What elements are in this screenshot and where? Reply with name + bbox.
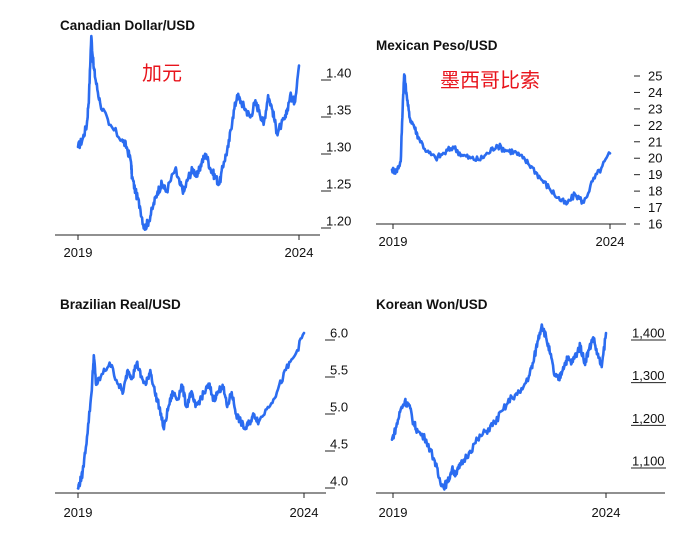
chart-annotation: 加元: [142, 61, 182, 85]
y-tick-label: 1.40: [326, 66, 351, 81]
series-line: [76, 34, 301, 231]
y-tick-label: 4.0: [330, 474, 348, 489]
chart-annotation: 墨西哥比索: [440, 68, 540, 92]
x-tick-label: 2019: [64, 505, 93, 520]
chart-title: Mexican Peso/USD: [376, 38, 498, 53]
y-tick-label: 1.30: [326, 140, 351, 155]
y-tick-label: 21: [648, 134, 662, 149]
y-tick-label: 22: [648, 118, 662, 133]
y-tick-label: 1,300: [632, 368, 665, 383]
chart-title: Korean Won/USD: [376, 297, 488, 312]
y-tick-label: 18: [648, 184, 662, 199]
y-tick-label: 23: [648, 101, 662, 116]
y-tick-label: 6.0: [330, 326, 348, 341]
chart-title: Brazilian Real/USD: [60, 297, 181, 312]
series-line: [390, 323, 608, 491]
chart-panel-1: Canadian Dollar/USD 加元 2019 2024 1.40 1.35 1.3…: [55, 18, 351, 260]
y-tick-label: 1,100: [632, 454, 665, 469]
y-tick-label: 1,200: [632, 411, 665, 426]
y-tick-label: 25: [648, 69, 662, 84]
y-tick-label: 17: [648, 200, 662, 215]
x-tick-label: 2019: [379, 505, 408, 520]
y-tick-label: 20: [648, 151, 662, 166]
y-tick-label: 5.0: [330, 400, 348, 415]
y-tick-label: 4.5: [330, 437, 348, 452]
y-tick-label: 16: [648, 217, 662, 232]
y-tick-label: 1.25: [326, 177, 351, 192]
x-tick-label: 2024: [592, 505, 621, 520]
y-tick-label: 24: [648, 85, 662, 100]
series-line: [390, 73, 612, 206]
series-line: [76, 331, 306, 490]
chart-panel-3: Brazilian Real/USD 2019 2024 6.0 5.5 5.0 4.5 4.…: [55, 297, 348, 520]
x-tick-label: 2019: [64, 245, 93, 260]
y-tick-label: 1,400: [632, 326, 665, 341]
x-tick-label: 2024: [285, 245, 314, 260]
x-tick-label: 2019: [379, 234, 408, 249]
y-tick-label: 1.35: [326, 103, 351, 118]
y-tick-label: 1.20: [326, 214, 351, 229]
x-tick-label: 2024: [596, 234, 625, 249]
chart-title: Canadian Dollar/USD: [60, 18, 195, 33]
x-tick-label: 2024: [290, 505, 319, 520]
y-tick-label: 19: [648, 167, 662, 182]
chart-panel-4: Korean Won/USD 2019 2024 1,400 1,300 1,200 1,1…: [376, 297, 666, 520]
y-tick-label: 5.5: [330, 363, 348, 378]
